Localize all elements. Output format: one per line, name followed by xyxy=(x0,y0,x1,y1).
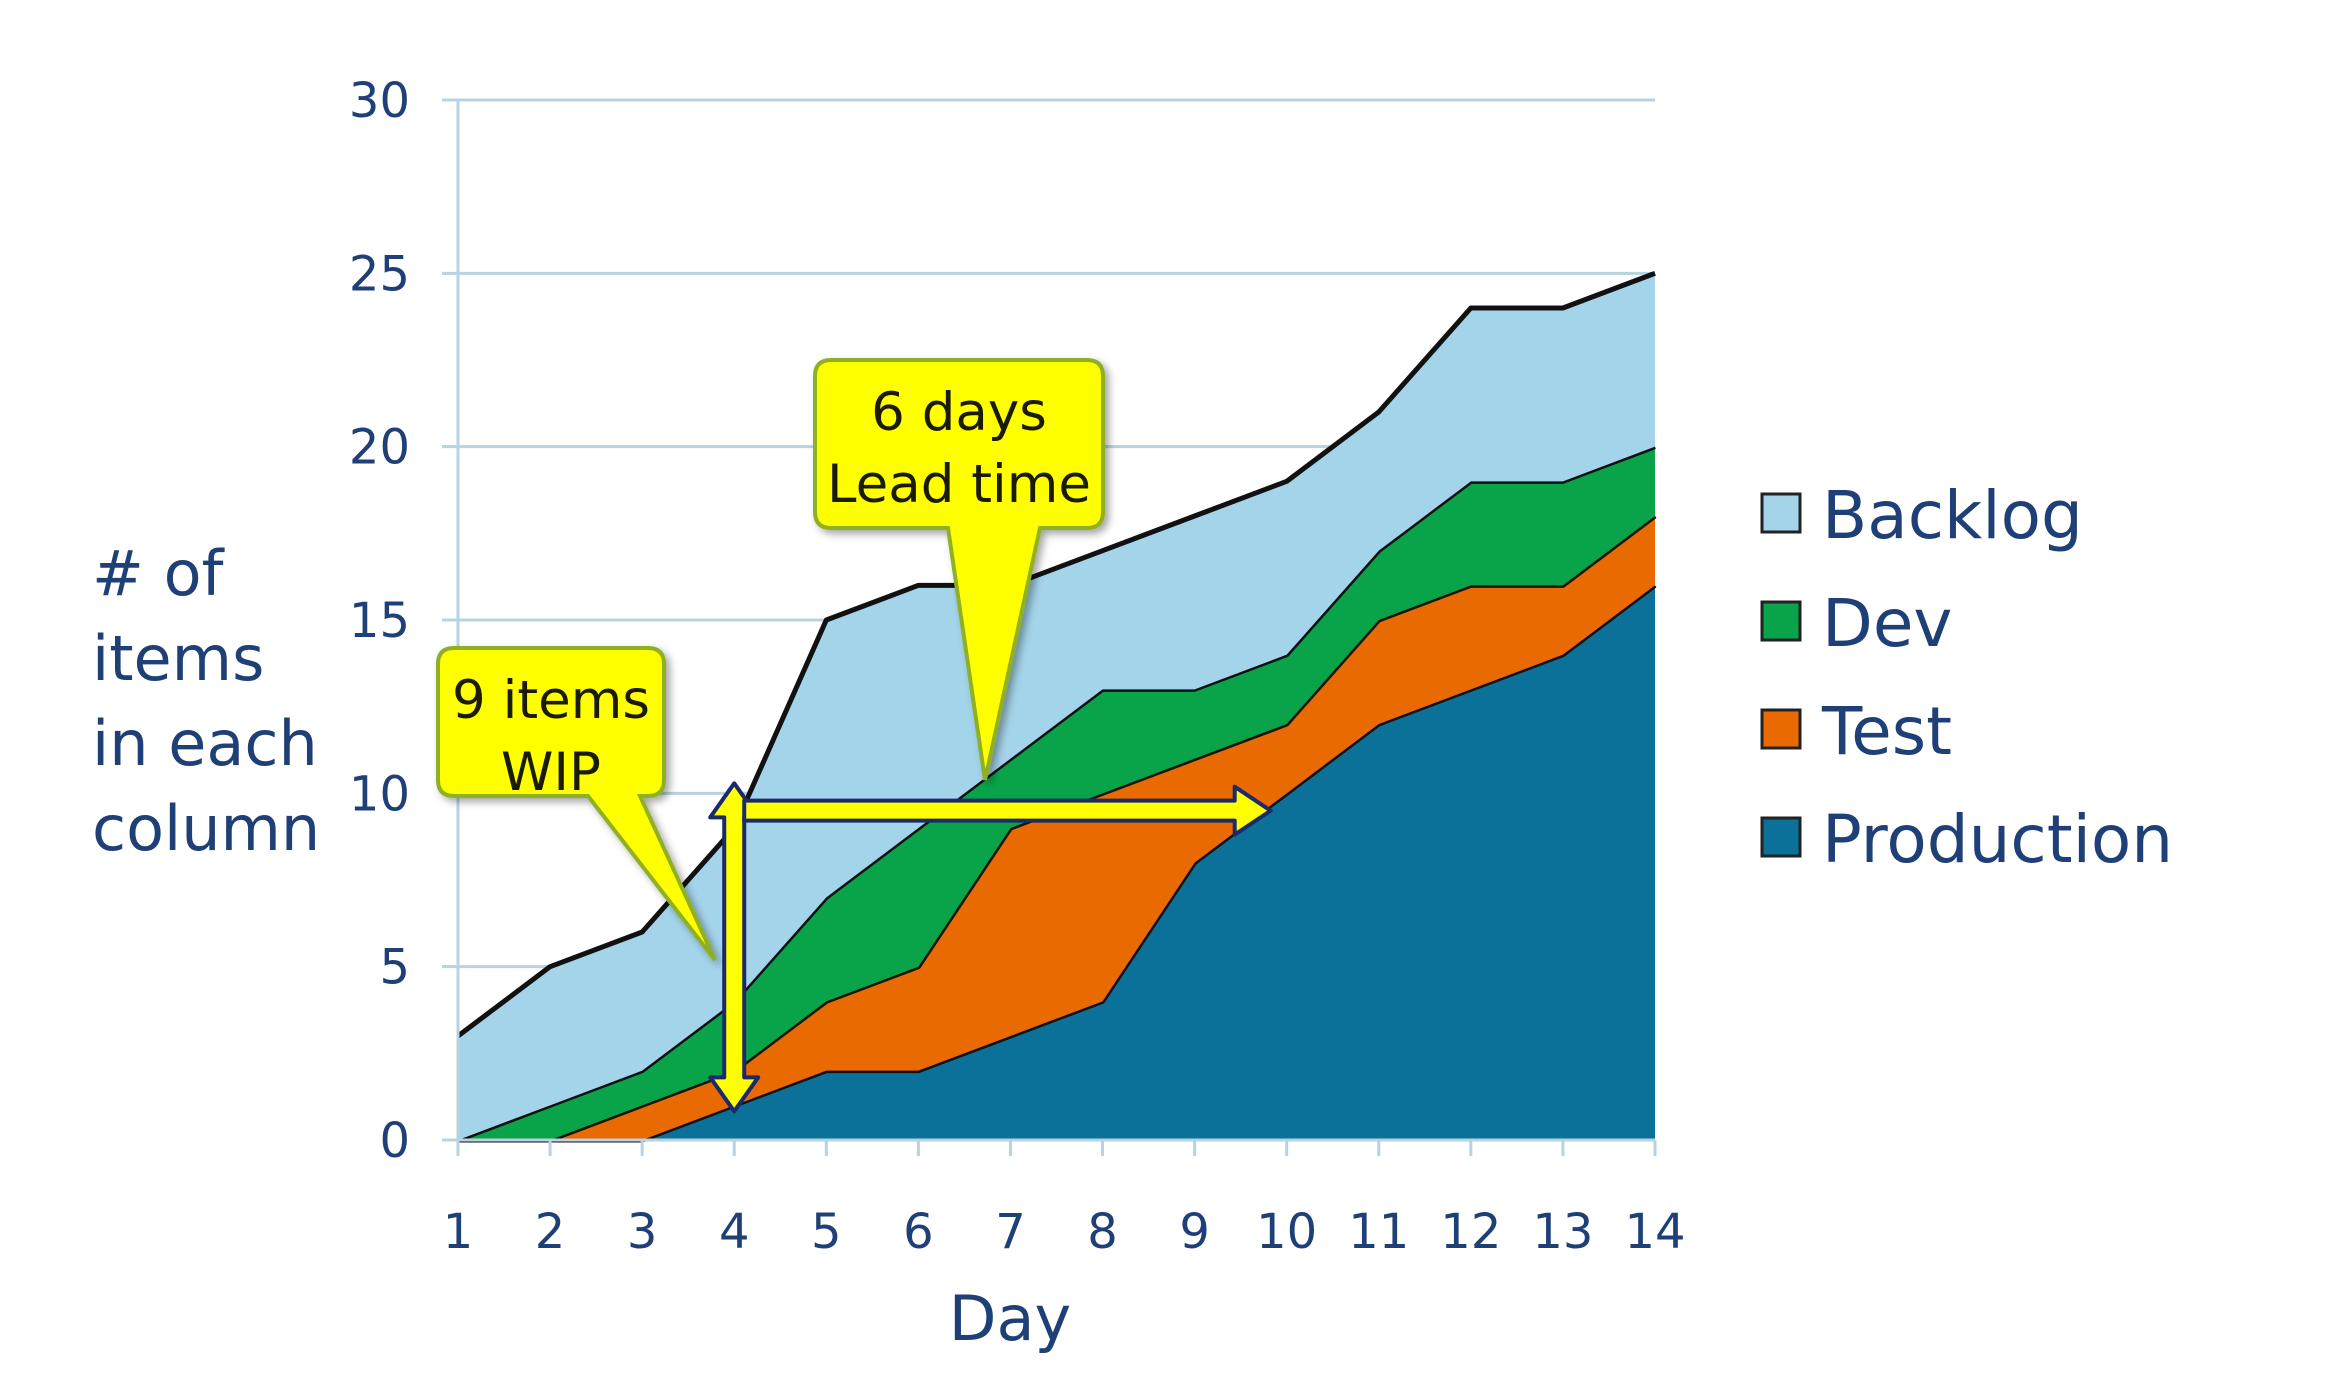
callout-text: 9 items xyxy=(452,670,650,731)
legend-item-production: Production xyxy=(1760,801,2173,878)
y-tick-label: 10 xyxy=(349,766,410,822)
area-backlog xyxy=(458,273,1655,1140)
wip-annotation: 9 items WIP xyxy=(436,646,761,1114)
legend-item-backlog: Backlog xyxy=(1760,477,2083,554)
y-tick-label: 15 xyxy=(349,593,410,649)
legend: Backlog Dev Test Production xyxy=(1760,477,2173,878)
area-test xyxy=(458,516,1655,1140)
x-tick-label: 3 xyxy=(627,1204,658,1260)
legend-swatch xyxy=(1760,816,1802,858)
x-tick-label: 10 xyxy=(1256,1204,1317,1260)
callout-box xyxy=(813,358,1105,781)
lead-time-arrow xyxy=(742,784,1273,837)
x-tick-label: 2 xyxy=(535,1204,566,1260)
y-axis-title-line: items xyxy=(92,622,264,695)
x-axis-title: Day xyxy=(949,1282,1071,1355)
legend-label: Backlog xyxy=(1822,477,2083,554)
x-tick-label: 9 xyxy=(1179,1204,1210,1260)
annotations: 9 items WIP 6 days Lead time xyxy=(436,358,1273,1114)
legend-item-dev: Dev xyxy=(1760,585,1953,662)
y-axis-title-line: column xyxy=(92,792,320,865)
x-tick-label: 1 xyxy=(443,1204,474,1260)
legend-item-test: Test xyxy=(1760,693,1952,770)
legend-swatch xyxy=(1760,600,1802,642)
area-production xyxy=(458,585,1655,1140)
x-tick-label: 12 xyxy=(1440,1204,1501,1260)
y-tick-label: 0 xyxy=(379,1113,410,1169)
y-tick-labels: 0 5 10 15 20 25 30 xyxy=(349,73,410,1169)
legend-label: Dev xyxy=(1822,585,1953,662)
legend-swatch xyxy=(1760,708,1802,750)
x-tick-label: 13 xyxy=(1532,1204,1593,1260)
area-dev xyxy=(458,446,1655,1141)
y-tick-label: 20 xyxy=(349,420,410,476)
legend-swatch xyxy=(1760,492,1802,534)
y-tick-label: 5 xyxy=(379,940,410,996)
x-tick-label: 4 xyxy=(719,1204,750,1260)
x-tick-label: 14 xyxy=(1624,1204,1685,1260)
x-tick-label: 7 xyxy=(995,1204,1026,1260)
x-tick-label: 8 xyxy=(1087,1204,1118,1260)
y-axis-title-line: # of xyxy=(92,537,226,610)
y-tick-label: 30 xyxy=(349,73,410,129)
x-tick-label: 5 xyxy=(811,1204,842,1260)
x-tick-label: 11 xyxy=(1348,1204,1409,1260)
boundary-backlog xyxy=(456,270,1656,1038)
y-tick-label: 25 xyxy=(349,246,410,302)
y-axis-title: # of items in each column xyxy=(92,537,320,865)
callout-text: 6 days xyxy=(871,382,1047,443)
callout-box xyxy=(436,646,717,962)
legend-label: Test xyxy=(1821,693,1952,770)
legend-label: Production xyxy=(1822,801,2173,878)
x-tick-label: 6 xyxy=(903,1204,934,1260)
x-tick-labels: 1 2 3 4 5 6 7 8 9 10 11 12 13 14 xyxy=(443,1204,1686,1260)
axes xyxy=(442,100,1657,1156)
y-axis-title-line: in each xyxy=(92,707,318,780)
callout-text: WIP xyxy=(501,742,601,803)
lead-time-annotation: 6 days Lead time xyxy=(742,358,1273,837)
stacked-areas xyxy=(456,270,1657,1143)
callout-text: Lead time xyxy=(827,454,1091,515)
